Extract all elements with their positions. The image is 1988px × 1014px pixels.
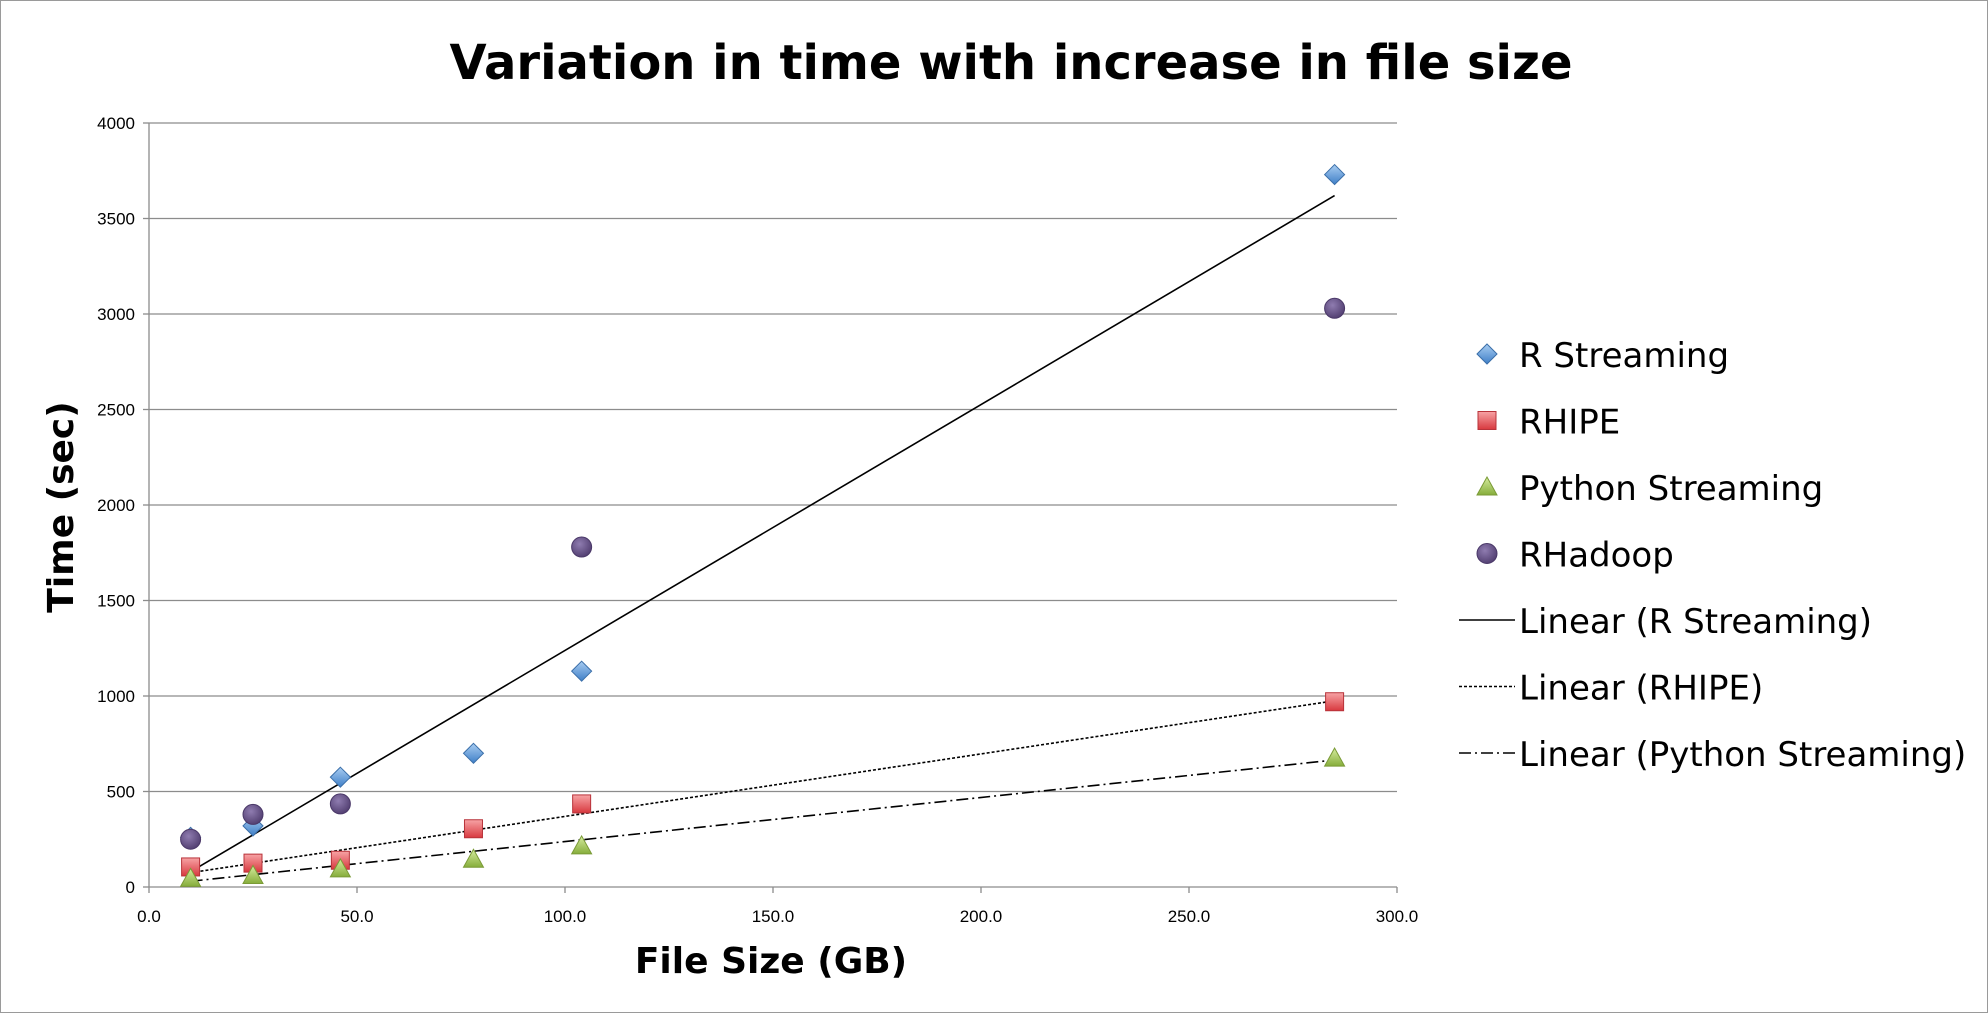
x-tick-label: 200.0 — [960, 907, 1003, 926]
legend-label: Linear (RHIPE) — [1519, 669, 1763, 709]
point-circle — [1324, 297, 1346, 319]
legend-label: Linear (Python Streaming) — [1519, 735, 1966, 775]
trendline-0 — [190, 194, 1336, 873]
y-tick-label: 2500 — [97, 401, 135, 420]
point-square — [572, 794, 592, 814]
x-tick-label: 300.0 — [1376, 907, 1419, 926]
point-triangle — [462, 848, 485, 868]
point-triangle — [242, 864, 264, 885]
trendline-2 — [190, 759, 1335, 883]
point-square — [463, 819, 483, 839]
y-tick-label: 1500 — [97, 592, 135, 611]
y-axis-title: Time (sec) — [41, 401, 82, 612]
chart-title: Variation in time with increase in file … — [449, 35, 1572, 91]
y-tick-label: 0 — [126, 878, 135, 897]
point-diamond — [462, 742, 485, 765]
legend-marker-triangle — [1476, 475, 1498, 496]
point-triangle — [329, 857, 352, 878]
data-markers — [179, 163, 1346, 887]
y-tick-label: 500 — [107, 783, 135, 802]
x-tick-label: 50.0 — [340, 907, 373, 926]
y-tick-label: 3500 — [97, 210, 135, 229]
legend: R Streaming RHIPE Python Streaming RHadoop L… — [1459, 336, 1966, 775]
point-triangle — [1323, 747, 1346, 767]
x-axis-title: File Size (GB) — [635, 941, 907, 982]
trendlines — [190, 194, 1336, 883]
legend-label: Python Streaming — [1519, 469, 1823, 509]
legend-marker-circle — [1476, 543, 1498, 564]
x-tick-label: 100.0 — [544, 907, 587, 926]
legend-marker-square — [1477, 411, 1497, 430]
x-tick-label: 150.0 — [752, 907, 795, 926]
y-tick-label: 3000 — [97, 305, 135, 324]
axes — [143, 122, 1398, 893]
point-diamond — [570, 660, 593, 682]
x-tick-label: 0.0 — [137, 907, 161, 926]
point-circle — [571, 536, 593, 558]
point-square — [1325, 692, 1345, 712]
y-tick-label: 2000 — [97, 496, 135, 515]
y-tick-label: 4000 — [97, 114, 135, 133]
point-circle — [180, 828, 202, 850]
x-tick-labels: 0.0 50.0 100.0 150.0 200.0 250.0 300.0 — [137, 907, 1418, 926]
point-triangle — [570, 834, 593, 855]
y-tick-labels: 0 500 1000 1500 2000 2500 3000 3500 4000 — [97, 114, 135, 897]
legend-label: R Streaming — [1519, 336, 1729, 376]
point-diamond — [1323, 163, 1346, 186]
x-tick-label: 250.0 — [1168, 907, 1211, 926]
point-circle — [242, 803, 264, 825]
point-circle — [329, 793, 351, 815]
y-tick-label: 1000 — [97, 687, 135, 706]
point-diamond — [329, 766, 352, 788]
legend-label: Linear (R Streaming) — [1519, 602, 1872, 642]
trendline-1 — [190, 699, 1335, 874]
legend-label: RHadoop — [1519, 536, 1674, 576]
point-triangle — [179, 867, 202, 887]
legend-label: RHIPE — [1519, 403, 1620, 443]
gridlines — [149, 122, 1397, 793]
legend-marker-diamond — [1476, 343, 1498, 365]
